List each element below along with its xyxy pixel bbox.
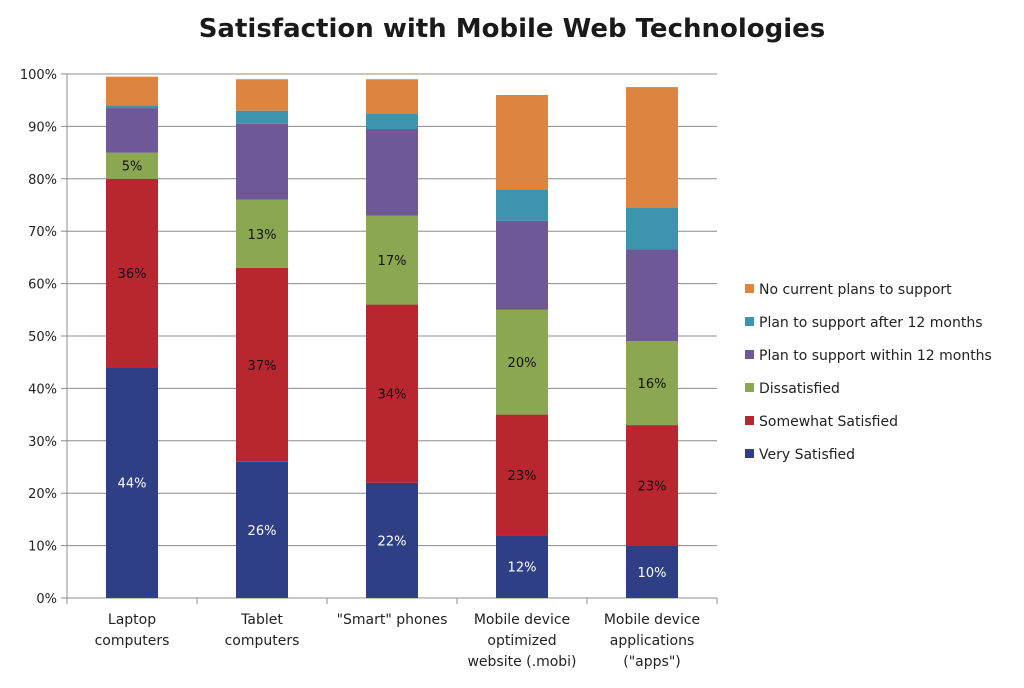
y-tick-label: 50% (28, 330, 57, 345)
x-category-label: optimized (487, 633, 556, 649)
x-category-label: website (.mobi) (467, 654, 576, 670)
bar-segment (496, 535, 548, 598)
legend-label: No current plans to support (759, 282, 952, 298)
data-label: 12% (508, 561, 537, 576)
legend-swatch (745, 449, 754, 458)
data-label: 36% (118, 267, 147, 282)
y-tick-label: 100% (20, 68, 57, 83)
bar-segment (106, 367, 158, 598)
data-label: 34% (378, 388, 407, 403)
bar-segment (236, 267, 288, 462)
data-label: 16% (638, 377, 667, 392)
bar-segment (626, 545, 678, 598)
chart-title: Satisfaction with Mobile Web Technologie… (198, 14, 826, 44)
y-tick-label: 60% (28, 278, 57, 293)
x-category-label: Mobile device (604, 612, 700, 628)
y-tick-label: 80% (28, 173, 57, 188)
bar-segment (496, 414, 548, 536)
data-label: 22% (378, 534, 407, 549)
bar-segment (626, 249, 678, 342)
data-label: 23% (638, 479, 667, 494)
y-tick-label: 70% (28, 225, 57, 240)
bar-segment (626, 341, 678, 426)
bar-segment (626, 425, 678, 546)
y-tick-label: 40% (28, 382, 57, 397)
x-category-label: Tablet (240, 612, 283, 628)
bar-segment (366, 215, 418, 305)
bar-segment (626, 87, 678, 208)
legend-swatch (745, 416, 754, 425)
bar-segment (496, 94, 548, 190)
data-labels: 44% 36% 5% 26% 37% 13% 22% 34% 17% 12% 23% 20% 10% 23… (118, 160, 667, 581)
legend-label: Dissatisfied (759, 381, 840, 397)
data-label: 10% (638, 566, 667, 581)
data-label: 20% (508, 356, 537, 371)
bar-segment (236, 123, 288, 200)
data-label: 13% (248, 228, 277, 243)
x-category-label: "Smart" phones (337, 612, 448, 628)
bar-segment (236, 79, 288, 111)
bar-segment (366, 482, 418, 598)
bar-segment (106, 178, 158, 368)
x-category-label: applications (610, 633, 695, 649)
data-label: 17% (378, 254, 407, 269)
x-category-label: Mobile device (474, 612, 570, 628)
bar-segment (236, 110, 288, 124)
data-label: 44% (118, 477, 147, 492)
bar-segment (366, 129, 418, 216)
y-tick-label: 20% (28, 487, 57, 502)
x-category-label: ("apps") (623, 654, 680, 670)
data-label: 23% (508, 469, 537, 484)
data-label: 37% (248, 359, 277, 374)
legend-swatch (745, 284, 754, 293)
y-tick-label: 90% (28, 120, 57, 135)
bar-segment (236, 199, 288, 268)
legend-swatch (745, 317, 754, 326)
bar-segment (366, 304, 418, 483)
x-category-label: computers (225, 633, 300, 649)
bar-segment (496, 309, 548, 415)
legend-label: Plan to support within 12 months (759, 348, 992, 364)
bar-segment (236, 461, 288, 598)
y-tick-label: 10% (28, 540, 57, 555)
axes: 0% 10% 20% 30% 40% 50% 60% 70% 80% 90% 100% Laptop c… (20, 68, 718, 670)
legend-label: Plan to support after 12 months (759, 315, 983, 331)
data-label: 26% (248, 524, 277, 539)
bar-segment (496, 189, 548, 221)
bar-segment (106, 108, 158, 153)
legend-swatch (745, 383, 754, 392)
bar-segment (106, 76, 158, 106)
x-category-label: computers (95, 633, 170, 649)
y-tick-label: 30% (28, 435, 57, 450)
bar-segment (496, 220, 548, 310)
legend-label: Somewhat Satisfied (759, 414, 898, 430)
legend: No current plans to support Plan to suppo… (745, 282, 992, 463)
legend-swatch (745, 350, 754, 359)
bar-segment (106, 152, 158, 179)
bar-segment (366, 113, 418, 130)
bar-segment (366, 79, 418, 114)
x-category-label: Laptop (108, 612, 156, 628)
bar-segment (626, 207, 678, 250)
y-tick-label: 0% (36, 592, 57, 607)
bars (106, 76, 678, 598)
data-label: 5% (122, 160, 143, 175)
bar-segment (106, 105, 158, 109)
legend-label: Very Satisfied (759, 447, 855, 463)
